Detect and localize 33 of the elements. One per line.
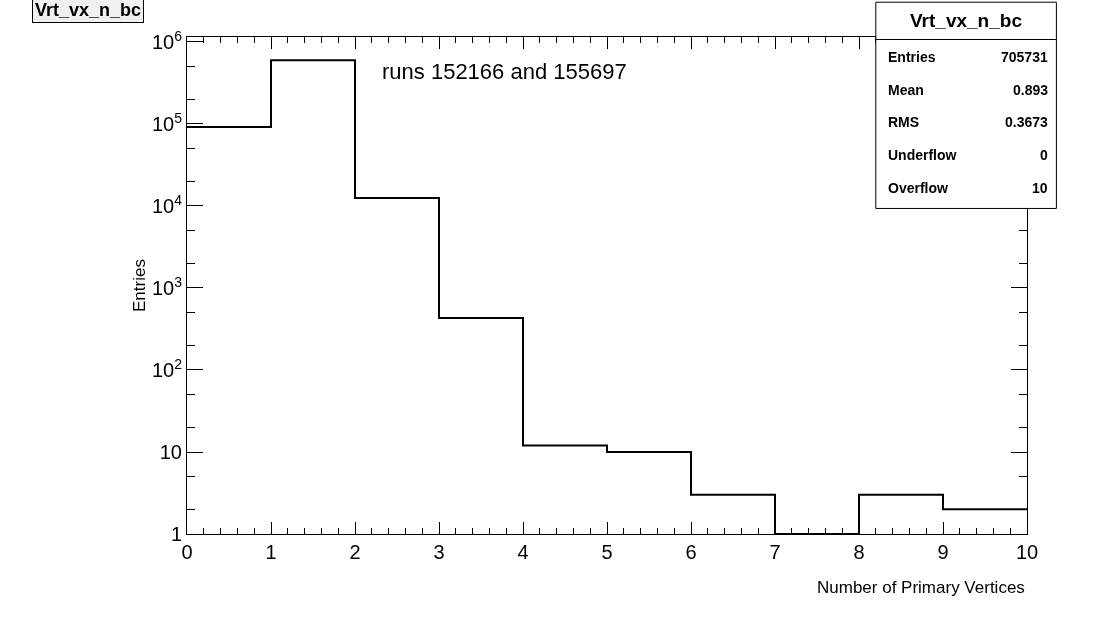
x-tick-label: 6 <box>685 541 697 563</box>
annotation: 0.893 <box>1013 82 1049 98</box>
y-tick-label: 10$^{2}$ <box>151 355 183 381</box>
annotation: 705731 <box>1001 49 1048 65</box>
x-tick-label: 10 <box>1015 541 1039 563</box>
text: 0 <box>1040 147 1048 163</box>
x-tick-label: 8 <box>853 541 865 563</box>
chart-title: Vrt_vx_n_bc <box>35 0 142 20</box>
x-tick-label: 5 <box>601 541 613 563</box>
y-tick-label: 10$^{6}$ <box>151 27 183 53</box>
x-tick-label: 2 <box>349 541 361 563</box>
x-tick-label: 0 <box>181 541 193 563</box>
annotation: RMS <box>888 114 920 130</box>
x-tick-label: 4 <box>517 541 529 563</box>
annotation: Underflow <box>888 147 957 163</box>
y-tick-label: 10$^{4}$ <box>151 191 183 217</box>
x-tick-label: 9 <box>937 541 949 563</box>
text: 10 <box>1032 180 1048 196</box>
y-axis-title: Entries <box>129 259 149 312</box>
x-axis-title: Number of Primary Vertices <box>817 578 1025 597</box>
text: Vrt_vx_n_bc <box>910 10 1023 31</box>
y-tick-label: 10$^{3}$ <box>151 273 183 299</box>
annotation: Mean <box>888 82 924 98</box>
annotation: 0.3673 <box>1005 114 1049 130</box>
annotation: Overflow <box>888 180 949 196</box>
y-tick-label: 1 <box>170 523 182 545</box>
annotation: Entries <box>888 49 936 65</box>
x-tick-label: 3 <box>433 541 445 563</box>
x-tick-label: 7 <box>769 541 781 563</box>
y-tick-label: 10 <box>159 441 182 463</box>
annotation: runs 152166 and 155697 <box>382 59 627 84</box>
y-tick-label: 10$^{5}$ <box>151 109 183 135</box>
x-tick-label: 1 <box>265 541 277 563</box>
